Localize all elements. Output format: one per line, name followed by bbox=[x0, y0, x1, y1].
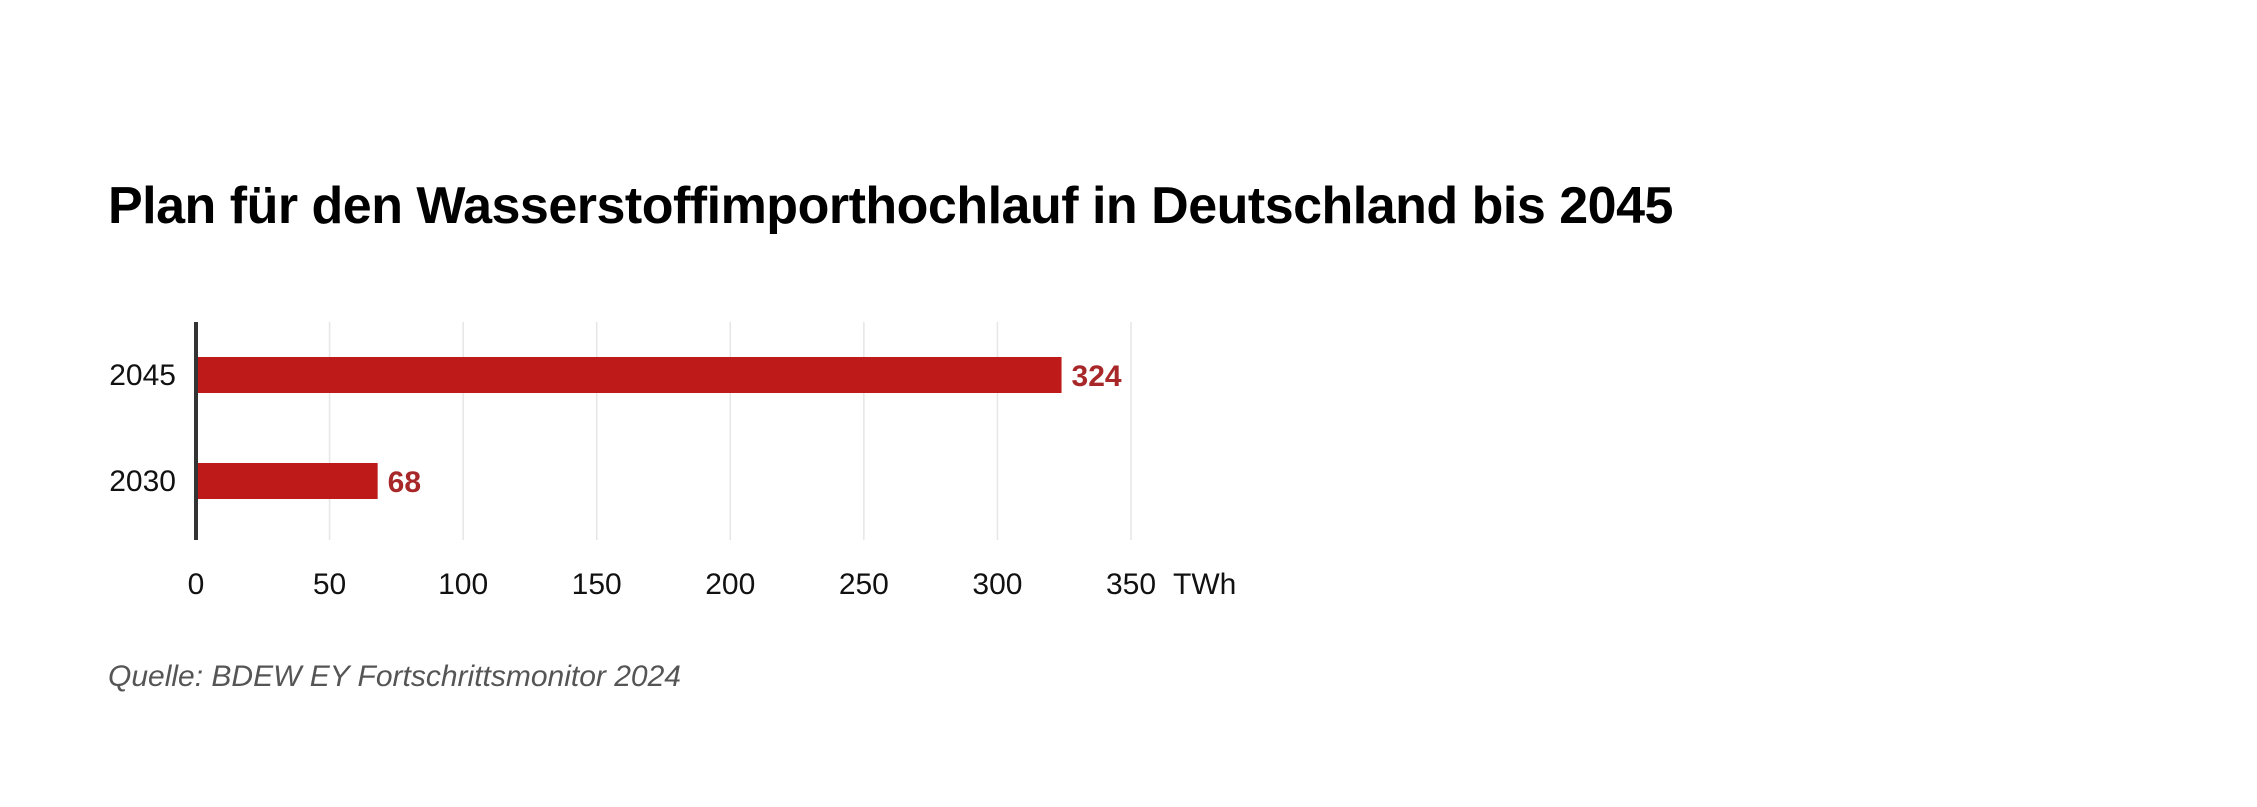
value-label: 324 bbox=[1072, 360, 1122, 393]
x-tick-label: 300 bbox=[972, 568, 1022, 601]
x-axis-unit-label: TWh bbox=[1173, 568, 1236, 601]
bar-2030 bbox=[196, 463, 378, 499]
x-tick-label: 350 bbox=[1106, 568, 1156, 601]
x-tick-label: 250 bbox=[839, 568, 889, 601]
labels: 0 50 100 150 200 250 300 350 TWh 2045 324 2030 68 bbox=[109, 322, 1236, 601]
x-tick-label: 50 bbox=[313, 568, 346, 601]
source-note: Quelle: BDEW EY Fortschrittsmonitor 2024 bbox=[108, 660, 681, 693]
x-tick-label: 200 bbox=[705, 568, 755, 601]
bars bbox=[196, 357, 1062, 499]
category-label: 2030 bbox=[109, 465, 176, 498]
category-label: 2045 bbox=[109, 359, 176, 392]
gridlines bbox=[328, 322, 1132, 540]
value-label: 68 bbox=[388, 466, 421, 499]
x-tick-label: 100 bbox=[438, 568, 488, 601]
chart-title: Plan für den Wasserstoffimporthochlauf i… bbox=[108, 177, 1673, 235]
x-tick-label: 150 bbox=[572, 568, 622, 601]
bar-2045 bbox=[196, 357, 1062, 393]
x-tick-label: 0 bbox=[188, 568, 205, 601]
